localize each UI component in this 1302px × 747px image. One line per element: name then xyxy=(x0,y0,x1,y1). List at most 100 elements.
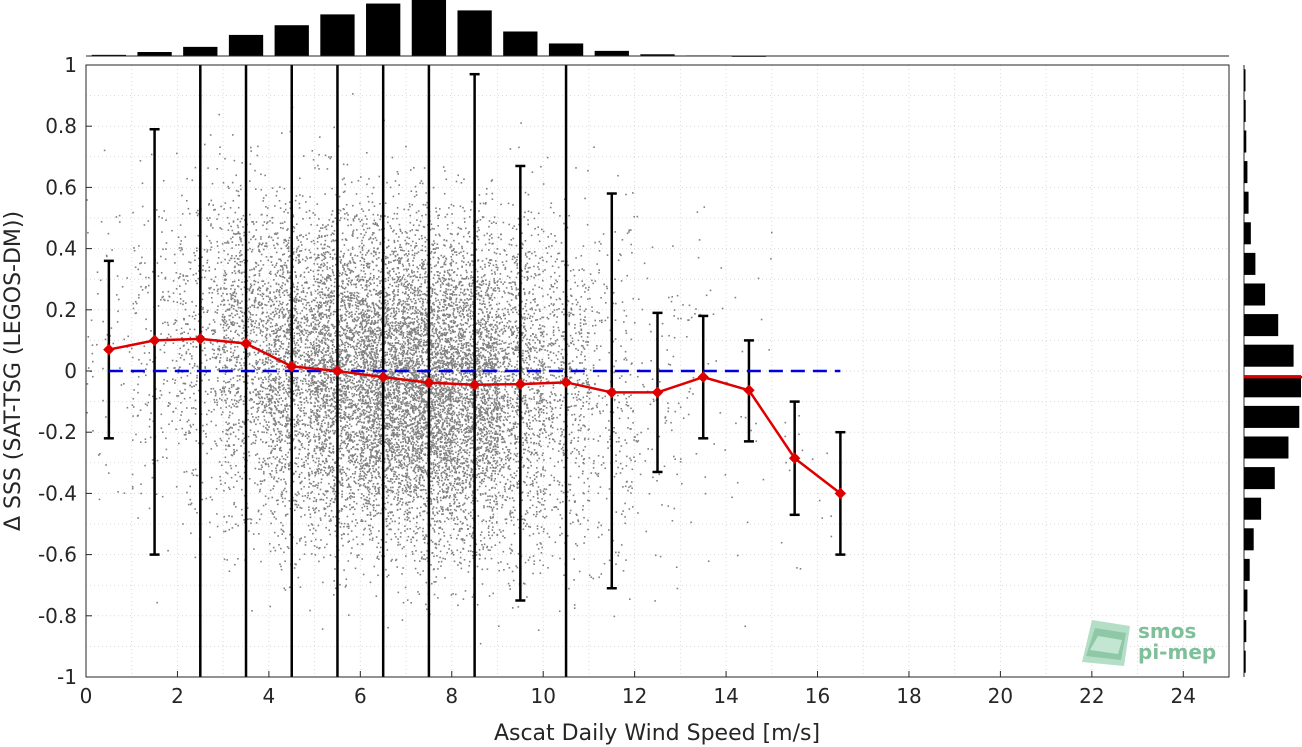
scatter-point xyxy=(320,388,322,391)
scatter-point xyxy=(271,365,274,367)
scatter-point xyxy=(356,357,359,360)
scatter-point xyxy=(324,388,327,390)
scatter-point xyxy=(232,232,235,235)
scatter-point xyxy=(299,420,301,422)
scatter-point xyxy=(147,291,149,294)
scatter-point xyxy=(338,363,341,366)
scatter-point xyxy=(349,496,351,498)
scatter-point xyxy=(317,269,320,272)
scatter-point xyxy=(338,354,340,356)
scatter-point xyxy=(204,366,206,368)
scatter-point xyxy=(318,372,320,375)
scatter-point xyxy=(248,338,251,341)
scatter-point xyxy=(315,352,317,354)
scatter-point xyxy=(350,269,352,272)
scatter-point xyxy=(243,271,245,273)
scatter-point xyxy=(243,259,245,261)
scatter-point xyxy=(297,421,299,424)
scatter-point xyxy=(195,346,197,348)
scatter-point xyxy=(275,323,278,325)
scatter-point xyxy=(308,304,311,307)
scatter-point xyxy=(255,436,258,438)
scatter-point xyxy=(315,319,318,322)
scatter-point xyxy=(285,351,287,353)
scatter-point xyxy=(219,397,221,400)
scatter-point xyxy=(235,506,237,508)
scatter-point xyxy=(339,447,342,449)
scatter-point xyxy=(279,286,282,288)
scatter-point xyxy=(309,257,311,259)
scatter-point xyxy=(342,264,344,267)
scatter-point xyxy=(330,323,333,326)
scatter-point xyxy=(284,239,286,242)
scatter-point xyxy=(225,278,227,281)
scatter-point xyxy=(324,507,327,510)
scatter-point xyxy=(325,315,328,317)
scatter-point xyxy=(334,415,336,418)
scatter-point xyxy=(261,431,263,433)
scatter-point xyxy=(356,316,359,318)
scatter-point xyxy=(342,400,344,402)
scatter-point xyxy=(294,377,296,379)
scatter-point xyxy=(275,300,278,303)
scatter-point xyxy=(230,467,233,470)
scatter-point xyxy=(201,379,203,382)
scatter-point xyxy=(189,384,191,387)
scatter-point xyxy=(257,303,260,305)
scatter-point xyxy=(284,388,287,391)
scatter-point xyxy=(226,472,229,475)
scatter-point xyxy=(331,418,333,420)
scatter-point xyxy=(175,271,178,274)
scatter-point xyxy=(237,258,240,260)
scatter-point xyxy=(236,480,238,482)
scatter-point xyxy=(304,346,307,349)
scatter-point xyxy=(292,283,295,286)
scatter-point xyxy=(321,441,324,444)
scatter-point xyxy=(261,381,264,384)
scatter-point xyxy=(354,385,356,388)
scatter-point xyxy=(278,258,280,261)
scatter-point xyxy=(345,433,347,436)
scatter-point xyxy=(226,242,228,244)
scatter-point xyxy=(323,354,325,357)
scatter-point xyxy=(322,380,324,383)
scatter-point xyxy=(117,310,119,313)
scatter-point xyxy=(307,448,309,451)
scatter-point xyxy=(282,267,284,269)
scatter-point xyxy=(360,300,362,302)
scatter-point xyxy=(258,327,260,329)
scatter-point xyxy=(335,193,337,196)
scatter-point xyxy=(235,365,237,367)
scatter-point xyxy=(279,207,282,209)
scatter-point xyxy=(202,326,204,329)
scatter-point xyxy=(354,313,356,315)
scatter-point xyxy=(283,290,286,292)
scatter-point xyxy=(346,386,348,389)
scatter-point xyxy=(284,360,286,362)
scatter-point xyxy=(298,349,301,352)
scatter-point xyxy=(201,256,203,258)
scatter-point xyxy=(274,205,276,207)
scatter-point xyxy=(236,345,239,348)
scatter-point xyxy=(358,379,361,382)
scatter-point xyxy=(307,457,309,459)
scatter-point xyxy=(186,342,188,344)
scatter-point xyxy=(333,389,335,392)
scatter-point xyxy=(324,440,326,443)
scatter-point xyxy=(195,428,198,431)
scatter-point xyxy=(294,509,296,512)
scatter-point xyxy=(212,319,215,321)
scatter-point xyxy=(316,241,319,243)
scatter-point xyxy=(301,298,303,300)
scatter-point xyxy=(248,352,251,354)
scatter-point xyxy=(318,312,321,315)
scatter-point xyxy=(353,297,355,300)
scatter-point xyxy=(249,332,252,335)
scatter-point xyxy=(301,383,304,385)
scatter-point xyxy=(353,377,355,380)
scatter-point xyxy=(319,427,322,429)
scatter-point xyxy=(311,456,314,459)
scatter-point xyxy=(243,281,246,283)
scatter-point xyxy=(186,420,189,423)
scatter-point xyxy=(324,350,327,353)
